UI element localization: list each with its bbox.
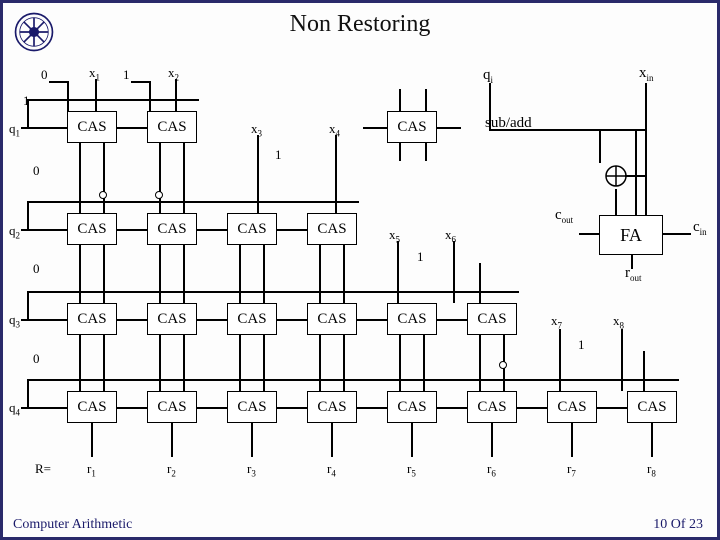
qi-label: qi <box>483 67 493 85</box>
lbl-1d: 1 <box>578 337 585 353</box>
cas-3-1: CAS <box>67 303 117 335</box>
r8: r8 <box>647 461 656 479</box>
xin-label: xin <box>639 65 654 83</box>
lbl-0-top: 0 <box>41 67 48 83</box>
cas-4-1: CAS <box>67 391 117 423</box>
cas-4-5: CAS <box>387 391 437 423</box>
lbl-1b: 1 <box>275 147 282 163</box>
lbl-x2: x2 <box>168 65 179 83</box>
r2: r2 <box>167 461 176 479</box>
lbl-x7: x7 <box>551 313 562 331</box>
cas-3-5: CAS <box>387 303 437 335</box>
cas-3-4: CAS <box>307 303 357 335</box>
lbl-0d: 0 <box>33 351 40 367</box>
cas-2-4: CAS <box>307 213 357 245</box>
cas-3-3: CAS <box>227 303 277 335</box>
fa-box: FA <box>599 215 663 255</box>
q2-label: q2 <box>9 223 20 241</box>
R-eq: R= <box>35 461 51 477</box>
cout-label: cout <box>555 207 573 225</box>
cas-1-1: CAS <box>67 111 117 143</box>
lbl-1c: 1 <box>417 249 424 265</box>
lbl-0b: 0 <box>33 163 40 179</box>
lbl-1-top: 1 <box>123 67 130 83</box>
r5: r5 <box>407 461 416 479</box>
cas-1-2: CAS <box>147 111 197 143</box>
cin-label: cin <box>693 219 707 237</box>
r6: r6 <box>487 461 496 479</box>
cas-4-7: CAS <box>547 391 597 423</box>
r3: r3 <box>247 461 256 479</box>
q1-label: q1 <box>9 121 20 139</box>
cas-4-4: CAS <box>307 391 357 423</box>
page-title: Non Restoring <box>3 11 717 38</box>
q4-label: q4 <box>9 400 20 418</box>
r1: r1 <box>87 461 96 479</box>
cas-4-8: CAS <box>627 391 677 423</box>
r4: r4 <box>327 461 336 479</box>
cas-3-2: CAS <box>147 303 197 335</box>
q3-label: q3 <box>9 312 20 330</box>
footer-left: Computer Arithmetic <box>13 517 132 533</box>
rout-label: rout <box>625 265 642 283</box>
cas-3-6: CAS <box>467 303 517 335</box>
cas-2-1: CAS <box>67 213 117 245</box>
cas-4-3: CAS <box>227 391 277 423</box>
cas-2-2: CAS <box>147 213 197 245</box>
cas-4-6: CAS <box>467 391 517 423</box>
r7: r7 <box>567 461 576 479</box>
footer-right: 10 Of 23 <box>653 517 703 533</box>
cas-detail: CAS <box>387 111 437 143</box>
cas-2-3: CAS <box>227 213 277 245</box>
cas-4-2: CAS <box>147 391 197 423</box>
lbl-x8: x8 <box>613 313 624 331</box>
lbl-0c: 0 <box>33 261 40 277</box>
